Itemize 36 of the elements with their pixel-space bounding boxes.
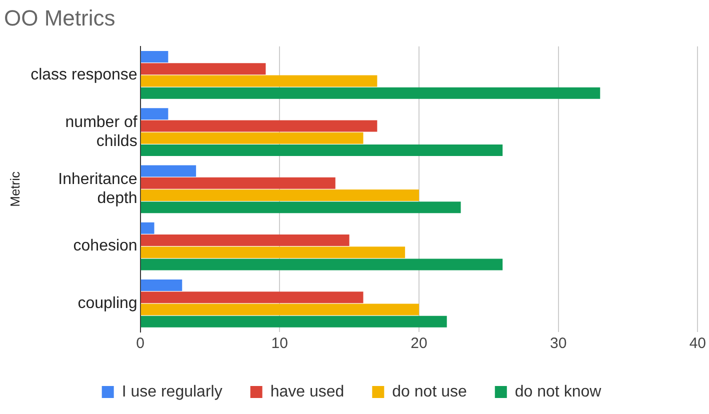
legend-label: do not know	[514, 383, 602, 400]
bar	[140, 190, 419, 202]
x-tick-label: 10	[271, 335, 288, 352]
legend-label: do not use	[392, 383, 467, 400]
bar	[140, 132, 364, 144]
y-tick-label: cohesion	[73, 238, 138, 255]
bar	[140, 222, 154, 234]
x-tick-label: 0	[136, 335, 144, 352]
bar	[140, 234, 350, 246]
x-tick-label: 30	[550, 335, 567, 352]
x-tick-label: 40	[689, 335, 706, 352]
legend-label: have used	[270, 383, 344, 400]
bar	[140, 202, 461, 214]
bar	[140, 144, 503, 156]
bar	[140, 246, 406, 258]
bar	[140, 316, 447, 328]
y-tick-label: coupling	[78, 294, 138, 312]
legend-label: I use regularly	[122, 383, 222, 400]
y-tick-label: number of childs	[65, 114, 138, 150]
y-tick-label: Inheritance depth	[58, 171, 138, 208]
bar	[140, 120, 378, 132]
bar	[140, 50, 168, 63]
bar	[140, 258, 503, 270]
bar	[140, 165, 196, 177]
x-tick-label: 20	[410, 335, 428, 352]
bar	[140, 177, 336, 189]
bar	[140, 63, 266, 75]
y-axis-title: Metric	[7, 171, 22, 207]
bar	[140, 292, 364, 304]
chart-title: OO Metrics	[4, 5, 116, 30]
bar	[140, 75, 378, 87]
y-tick-label: class response	[30, 66, 138, 84]
bar	[140, 279, 182, 291]
bar	[140, 87, 600, 99]
bar	[140, 304, 419, 316]
bar	[140, 108, 168, 120]
